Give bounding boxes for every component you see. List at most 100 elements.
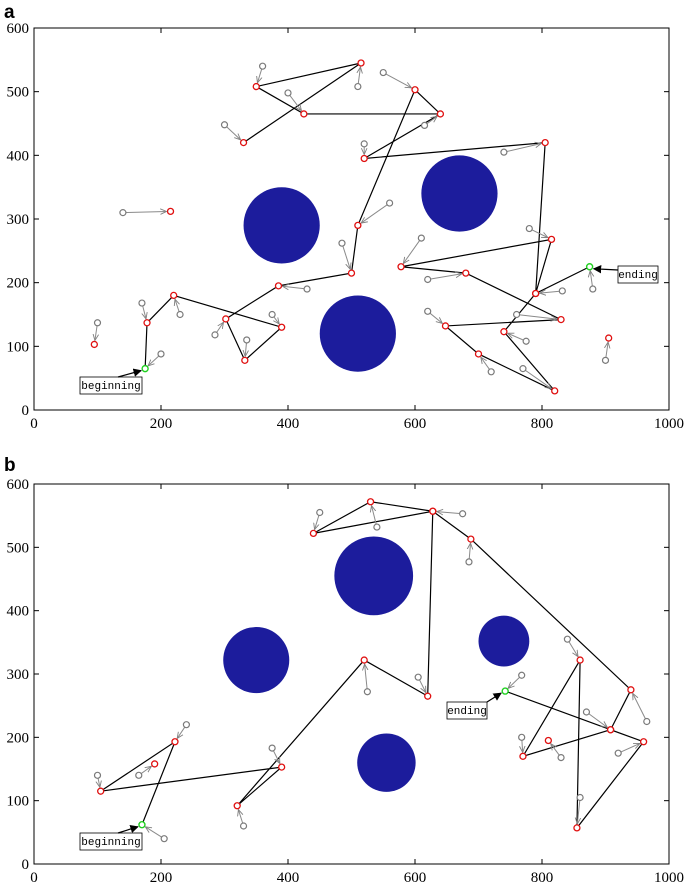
red-node xyxy=(627,686,635,694)
x-tick-label: 600 xyxy=(404,870,427,886)
red-node xyxy=(474,350,483,358)
gray-node xyxy=(363,688,371,696)
gray-node xyxy=(525,224,533,233)
red-node xyxy=(411,86,419,94)
gray-node xyxy=(614,749,622,757)
red-node xyxy=(277,763,286,771)
gray-node xyxy=(518,733,526,741)
red-node xyxy=(233,802,241,810)
gray-node xyxy=(576,793,584,802)
gray-node xyxy=(182,721,190,729)
red-node xyxy=(606,726,615,734)
ending-label-box xyxy=(446,701,488,720)
y-tick-label: 0 xyxy=(22,857,30,873)
gray-node xyxy=(119,209,127,217)
gray-node xyxy=(268,310,276,319)
route-path xyxy=(100,501,645,830)
guide-arrow xyxy=(224,124,241,140)
gray-node xyxy=(239,822,248,830)
red-node xyxy=(166,207,175,216)
red-node xyxy=(309,529,318,538)
gray-node xyxy=(417,234,425,242)
guide-arrow xyxy=(540,291,563,293)
panel-a: a 0 200 400 600 800 1000 0 100 200 300 400 500 600 beg… xyxy=(4,2,684,432)
gray-node xyxy=(211,331,219,339)
gray-node xyxy=(424,275,432,284)
guide-arrow xyxy=(122,211,167,212)
route-path xyxy=(144,88,590,392)
y-tick-label: 200 xyxy=(7,276,30,292)
start-node xyxy=(138,821,146,829)
x-tick-label: 400 xyxy=(277,416,300,432)
gray-node xyxy=(459,510,467,518)
guide-arrow xyxy=(516,314,557,320)
guide-arrow xyxy=(617,743,640,754)
beginning-label: beginning xyxy=(81,837,140,849)
panel-label: b xyxy=(4,455,16,476)
ending-pointer xyxy=(592,264,619,274)
obstacle-circle xyxy=(421,155,498,232)
red-node xyxy=(360,656,368,664)
red-node xyxy=(573,824,581,832)
red-node xyxy=(441,322,450,330)
x-tick-label: 800 xyxy=(531,870,554,886)
red-node xyxy=(541,138,549,147)
gray-node xyxy=(500,148,508,156)
gray-node xyxy=(220,121,229,129)
y-tick-label: 400 xyxy=(7,604,30,620)
guide-arrow xyxy=(522,368,551,389)
guide-arrow xyxy=(403,237,422,263)
gray-node xyxy=(522,337,530,345)
x-tick-label: 1000 xyxy=(654,416,684,432)
end-node xyxy=(501,687,509,695)
y-tick-label: 500 xyxy=(7,85,30,101)
y-tick-label: 600 xyxy=(7,477,30,493)
red-node xyxy=(532,289,540,298)
y-tick-label: 100 xyxy=(7,794,30,810)
guide-arrow xyxy=(437,512,463,514)
red-node xyxy=(171,738,179,746)
x-tick-label: 600 xyxy=(404,416,427,432)
x-tick-label: 0 xyxy=(30,870,38,886)
red-node xyxy=(90,340,98,349)
gray-node xyxy=(420,121,429,130)
guide-arrow xyxy=(145,827,165,840)
guide-arrow xyxy=(586,711,607,727)
red-node xyxy=(551,387,559,395)
gray-node xyxy=(303,285,311,293)
obstacle-circle xyxy=(319,295,396,372)
ending-label-box xyxy=(617,265,659,284)
gray-node xyxy=(373,523,381,531)
beginning-pointer xyxy=(117,368,142,378)
gray-node xyxy=(157,350,165,358)
end-node xyxy=(585,263,594,271)
gray-node xyxy=(338,239,346,247)
y-tick-label: 100 xyxy=(7,339,30,355)
gray-node xyxy=(135,771,143,779)
red-node xyxy=(397,263,405,271)
guide-arrow xyxy=(341,243,350,269)
x-tick-label: 800 xyxy=(531,416,554,432)
guide-arrow xyxy=(577,797,580,824)
red-node xyxy=(97,787,105,795)
gray-node xyxy=(316,508,324,517)
beginning-label-box xyxy=(79,832,143,851)
gray-node xyxy=(268,744,276,752)
red-node xyxy=(366,498,375,506)
guide-arrow xyxy=(361,202,390,223)
y-tick-label: 400 xyxy=(7,148,30,164)
start-node xyxy=(141,364,149,373)
ending-pointer xyxy=(486,692,502,703)
red-node xyxy=(170,291,178,300)
obstacle-circle xyxy=(223,627,290,694)
red-node xyxy=(239,138,248,147)
gray-node xyxy=(518,671,526,679)
gray-node xyxy=(643,717,651,726)
gray-node xyxy=(465,558,473,566)
gray-node xyxy=(379,68,387,77)
obstacle-circle xyxy=(357,733,416,792)
gray-node xyxy=(558,287,566,295)
red-node xyxy=(576,656,584,664)
x-tick-label: 0 xyxy=(30,416,38,432)
guide-arrow xyxy=(633,693,648,722)
